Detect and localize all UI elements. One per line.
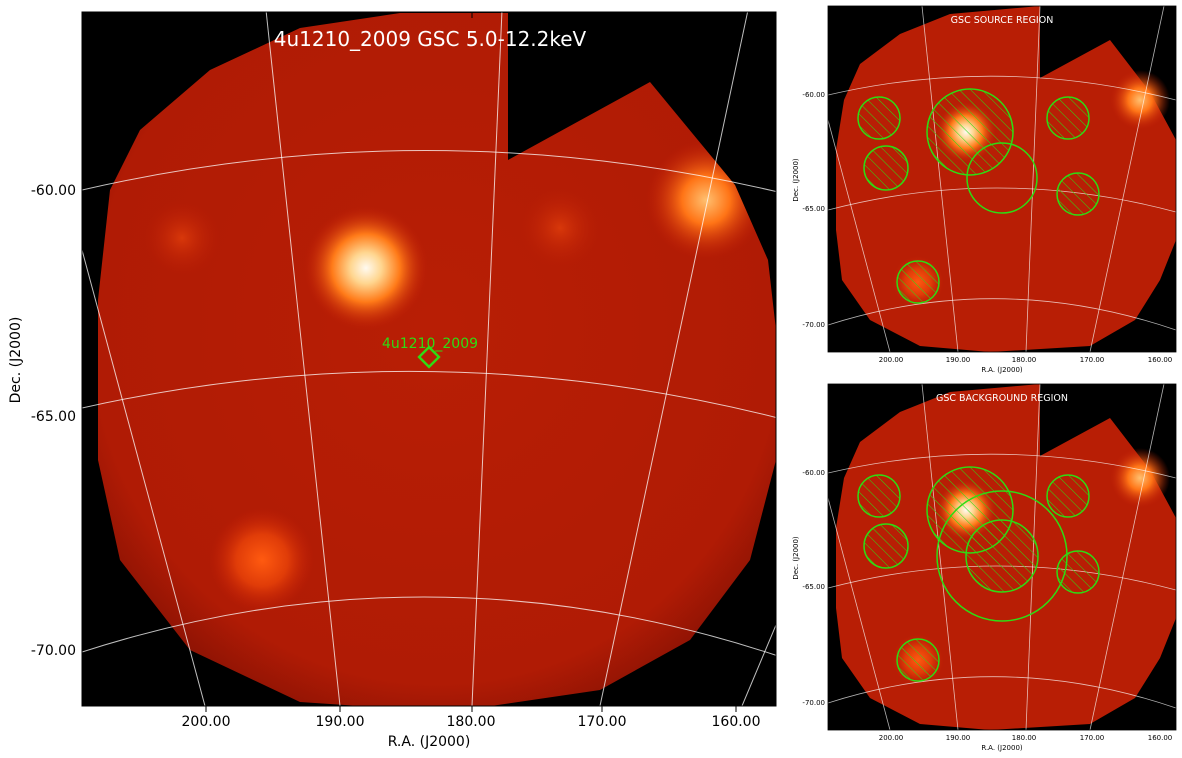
x-tick-label: 180.00: [1012, 356, 1037, 364]
coordinate-grid: [82, 12, 776, 706]
main-image: 4u1210_2009 GSC 5.0-12.2keV 4u1210_2009 …: [8, 11, 777, 750]
y-tick-label: -70.00: [31, 643, 76, 659]
region-circle: [863, 145, 909, 191]
x-tick-label: 160.00: [1148, 356, 1173, 364]
y-tick-label: -70.00: [802, 321, 825, 329]
x-axis-ticks: [205, 12, 737, 712]
x-ray-source: [304, 206, 428, 330]
x-tick-label: 180.00: [1012, 734, 1037, 742]
x-ray-source: [210, 508, 314, 612]
y-axis-label: Dec. (J2000): [792, 158, 800, 202]
source-region-panel: GSC SOURCE REGION 200.00 190.00 180.00 1…: [790, 0, 1182, 380]
region-circle: [966, 142, 1038, 214]
x-tick-label: 200.00: [879, 356, 904, 364]
x-axis-label: R.A. (J2000): [981, 366, 1023, 374]
region-circle: [926, 88, 1014, 176]
y-tick-label: -65.00: [802, 583, 825, 591]
x-tick-label: 200.00: [879, 734, 904, 742]
x-tick-label: 160.00: [1148, 734, 1173, 742]
region-circle: [857, 474, 901, 518]
region-circle: [1046, 474, 1090, 518]
background-region-panel: GSC BACKGROUND REGION 200.00 190.00 180.…: [790, 378, 1182, 758]
image-title: 4u1210_2009 GSC 5.0-12.2keV: [274, 27, 587, 51]
target-diamond-marker: [417, 345, 441, 369]
x-tick-label: 170.00: [1080, 734, 1105, 742]
main-image-panel: 4u1210_2009 GSC 5.0-12.2keV 4u1210_2009 …: [8, 11, 777, 750]
panel-title: GSC BACKGROUND REGION: [936, 393, 1068, 404]
y-tick-label: -65.00: [802, 205, 825, 213]
background-regions: [857, 466, 1100, 682]
x-tick-label: 170.00: [1080, 356, 1105, 364]
region-circle: [965, 519, 1039, 593]
source-region-image: GSC SOURCE REGION 200.00 190.00 180.00 1…: [792, 5, 1177, 374]
region-circle: [896, 260, 940, 304]
y-axis-label: Dec. (J2000): [792, 536, 800, 580]
y-tick-label: -70.00: [802, 699, 825, 707]
x-ray-source: [520, 188, 600, 268]
exposure-field: [98, 13, 776, 706]
x-tick-label: 190.00: [316, 714, 365, 730]
y-tick-label: -60.00: [802, 91, 825, 99]
region-circle: [1046, 96, 1090, 140]
region-circle: [896, 638, 940, 682]
x-ray-source: [1110, 70, 1170, 130]
x-tick-label: 180.00: [447, 714, 496, 730]
coordinate-grid: [828, 6, 1176, 352]
x-axis-label: R.A. (J2000): [981, 744, 1023, 752]
region-circle: [863, 523, 909, 569]
x-tick-label: 200.00: [182, 714, 231, 730]
y-tick-label: -60.00: [802, 469, 825, 477]
x-tick-label: 190.00: [946, 734, 971, 742]
target-label: 4u1210_2009: [382, 336, 478, 352]
x-axis-label: R.A. (J2000): [388, 734, 471, 750]
source-regions: [857, 88, 1100, 304]
x-ray-source: [1110, 448, 1170, 508]
x-tick-label: 170.00: [578, 714, 627, 730]
region-circle: [1056, 172, 1100, 216]
region-circle: [857, 96, 901, 140]
panel-title: GSC SOURCE REGION: [951, 15, 1054, 26]
y-tick-label: -65.00: [31, 409, 76, 425]
background-region-image: GSC BACKGROUND REGION 200.00 190.00 180.…: [792, 383, 1177, 752]
y-axis-label: Dec. (J2000): [8, 317, 24, 404]
y-tick-label: -60.00: [31, 183, 76, 199]
x-ray-source: [144, 200, 220, 276]
region-circle: [1056, 550, 1100, 594]
x-tick-label: 190.00: [946, 356, 971, 364]
x-tick-label: 160.00: [712, 714, 761, 730]
